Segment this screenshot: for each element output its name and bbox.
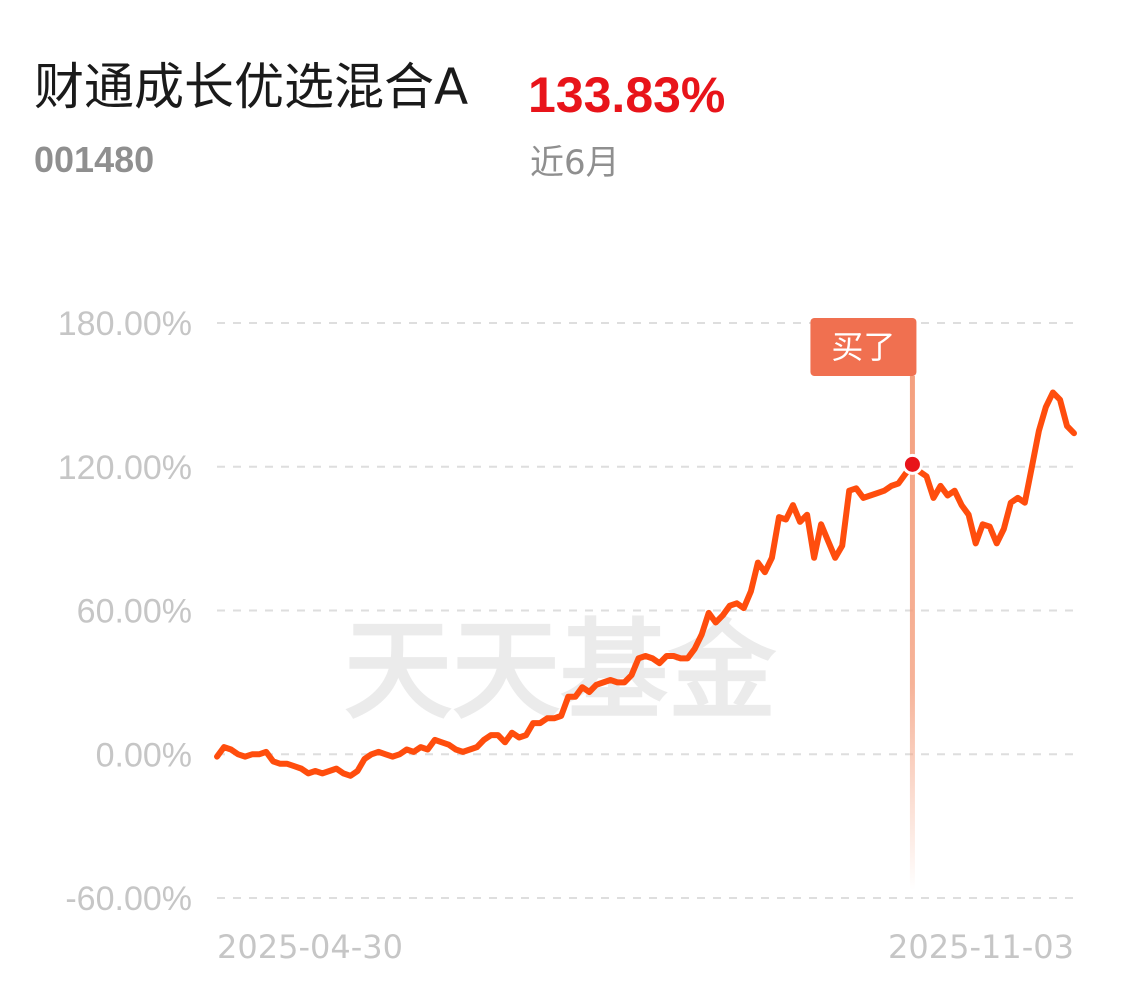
y-tick-label: 120.00% xyxy=(58,449,192,487)
y-tick-label: 180.00% xyxy=(58,305,192,343)
x-axis-ticks: 2025-04-30 2025-11-03 xyxy=(217,928,1074,966)
x-tick-label-start: 2025-04-30 xyxy=(217,928,403,966)
buy-marker-label: 买了 xyxy=(831,328,895,366)
y-tick-label: 0.00% xyxy=(96,736,192,774)
fund-name: 财通成长优选混合A xyxy=(34,58,469,116)
y-axis-ticks: 180.00% 120.00% 60.00% 0.00% -60.00% xyxy=(58,305,192,918)
period-label[interactable]: 近6月 xyxy=(530,143,620,183)
series-line xyxy=(214,389,1077,779)
buy-marker[interactable]: 买了 xyxy=(810,318,917,890)
buy-marker-point[interactable] xyxy=(901,453,923,475)
y-tick-label: -60.00% xyxy=(65,880,192,918)
x-tick-label-end: 2025-11-03 xyxy=(888,928,1074,966)
fund-return-value: 133.83% xyxy=(528,67,726,123)
y-tick-label: 60.00% xyxy=(77,593,192,631)
fund-code: 001480 xyxy=(34,139,155,180)
series-layer xyxy=(214,389,1077,779)
buy-marker-flag[interactable] xyxy=(810,318,917,376)
buy-marker-line xyxy=(909,376,915,890)
